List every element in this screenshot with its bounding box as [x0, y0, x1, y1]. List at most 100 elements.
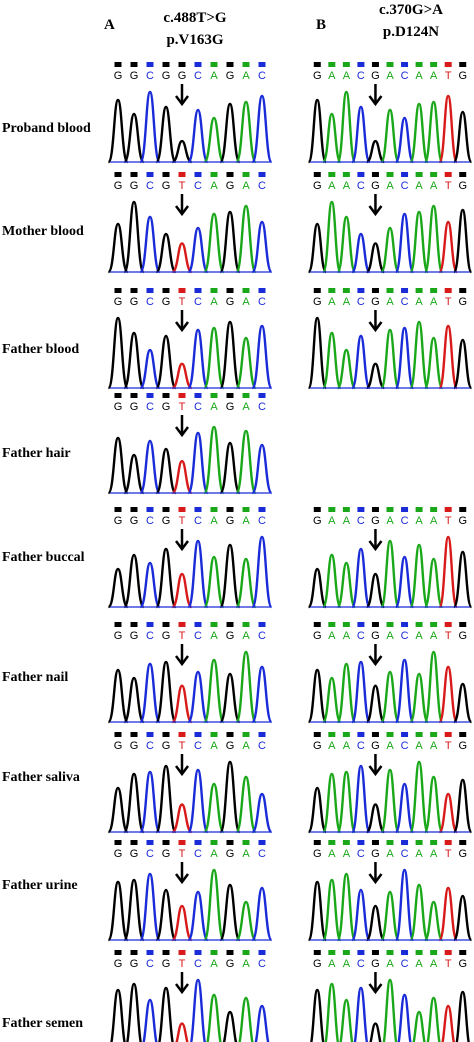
trace-peak [235, 336, 257, 390]
base-letter: C [258, 296, 266, 308]
row-label-proband-blood: Proband blood [2, 121, 91, 136]
trace-peak [394, 868, 415, 942]
base-letter: G [226, 958, 235, 970]
base-letter: C [357, 958, 365, 970]
base-letter: T [445, 70, 452, 82]
base-letter: C [258, 515, 266, 527]
base-letter: G [226, 740, 235, 752]
quality-mark [328, 62, 336, 67]
base-letter: A [242, 958, 250, 970]
quality-mark [401, 840, 409, 845]
quality-mark [258, 622, 266, 627]
trace-peak [123, 772, 145, 834]
quality-mark [313, 507, 321, 512]
base-letter: G [130, 515, 139, 527]
row-label-father-saliva: Father saliva [2, 770, 80, 785]
base-letter: C [194, 848, 202, 860]
trace-peak [350, 660, 371, 724]
quality-mark [178, 62, 186, 67]
quality-mark [401, 507, 409, 512]
quality-mark [328, 288, 336, 293]
quality-mark [242, 732, 250, 737]
base-letter: G [162, 180, 171, 192]
quality-mark [210, 732, 218, 737]
base-letter: G [162, 630, 171, 642]
base-letter: G [162, 70, 171, 82]
quality-mark [444, 732, 452, 737]
quality-mark [162, 507, 170, 512]
quality-mark [444, 172, 452, 177]
trace-peak [171, 139, 193, 164]
trace-peak [336, 561, 357, 609]
quality-mark [226, 950, 234, 955]
trace-peak [412, 1010, 426, 1042]
trace-peak [452, 778, 473, 834]
trace-peak [158, 986, 174, 1042]
trace-peak [107, 436, 129, 495]
quality-mark [146, 507, 154, 512]
trace-peak [307, 668, 328, 724]
trace-peak [251, 324, 273, 390]
base-letter: A [415, 515, 423, 527]
quality-mark [178, 950, 186, 955]
quality-mark [210, 950, 218, 955]
quality-mark [130, 622, 138, 627]
trace-peak [307, 316, 328, 390]
base-letter: C [194, 401, 202, 413]
trace-peak [336, 770, 357, 834]
base-letter: G [313, 740, 322, 752]
quality-mark [357, 62, 365, 67]
base-letter: A [343, 848, 351, 860]
base-letter: A [343, 296, 351, 308]
trace-peak [155, 764, 177, 834]
trace-peak [139, 662, 161, 724]
base-letter: G [371, 630, 380, 642]
quality-mark [162, 393, 170, 398]
trace-peak [171, 572, 193, 609]
trace-peak [380, 108, 400, 164]
trace-peak [139, 872, 161, 942]
trace-peak [251, 886, 273, 942]
base-letter: G [313, 515, 322, 527]
base-letter: C [258, 848, 266, 860]
quality-mark [328, 507, 336, 512]
quality-mark [210, 507, 218, 512]
quality-mark [114, 840, 122, 845]
trace-peak [187, 328, 209, 390]
quality-mark [415, 622, 423, 627]
base-letter: C [401, 740, 409, 752]
variant-arrow-icon [368, 194, 383, 217]
base-letter: A [242, 70, 250, 82]
trace-peak [187, 539, 209, 609]
quality-mark [342, 950, 350, 955]
quality-mark [146, 62, 154, 67]
quality-mark [242, 622, 250, 627]
quality-mark [226, 172, 234, 177]
base-letter: A [430, 296, 438, 308]
base-letter: A [343, 630, 351, 642]
base-letter: G [226, 848, 235, 860]
base-letter: C [357, 180, 365, 192]
quality-mark [328, 172, 336, 177]
trace-peak [336, 662, 357, 724]
trace-peak [251, 535, 273, 609]
trace-peak [366, 803, 385, 834]
base-letter: T [445, 515, 452, 527]
base-letter: A [430, 180, 438, 192]
quality-mark [459, 62, 467, 67]
variant-arrow-icon [175, 529, 189, 552]
trace-peak [235, 900, 257, 942]
trace-peak [350, 888, 371, 942]
quality-mark [114, 288, 122, 293]
panel-b-protein: p.D124N [382, 24, 440, 40]
base-letter: A [386, 958, 394, 970]
base-letter: A [242, 180, 250, 192]
trace-peak [394, 116, 415, 164]
row-label-father-hair: Father hair [2, 446, 71, 461]
quality-mark [162, 622, 170, 627]
quality-mark [371, 288, 379, 293]
